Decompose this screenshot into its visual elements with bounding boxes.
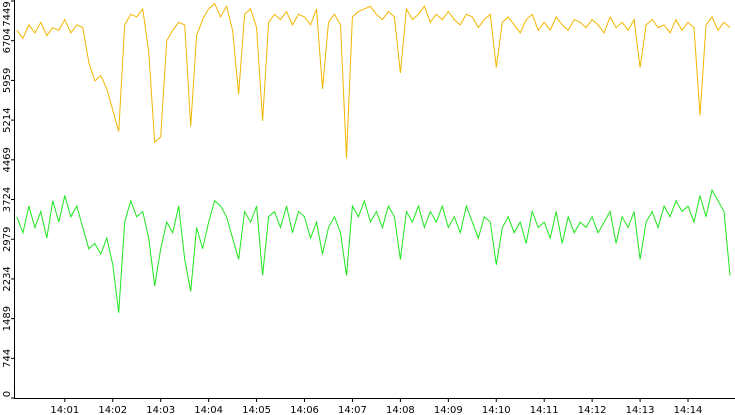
y-tick-label: 744 <box>2 349 13 368</box>
y-tick-label: 5214 <box>2 107 13 132</box>
x-tick-label: 14:12 <box>578 405 607 415</box>
x-tick-label: 14:06 <box>290 405 319 415</box>
data-line <box>16 2 731 159</box>
y-tick-label: 4469 <box>2 147 13 172</box>
x-tick-label: 14:07 <box>338 405 367 415</box>
y-tick-label: 0 <box>2 391 13 397</box>
y-tick-label: 7449 <box>2 1 13 26</box>
y-tick-label: 2234 <box>2 266 13 291</box>
x-tick-label: 14:05 <box>242 405 271 415</box>
y-tick-label: 5959 <box>2 68 13 93</box>
x-tick-label: 14:03 <box>146 405 175 415</box>
x-tick-label: 14:04 <box>194 405 223 415</box>
x-tick-label: 14:10 <box>482 405 511 415</box>
x-tick-label: 14:02 <box>98 405 127 415</box>
y-tick-label: 1489 <box>2 306 13 331</box>
x-tick-label: 14:01 <box>50 405 79 415</box>
data-line <box>16 188 731 313</box>
x-tick-label: 14:14 <box>674 405 703 415</box>
y-tick-label: 3724 <box>2 187 13 212</box>
x-tick-label: 14:13 <box>626 405 655 415</box>
y-tick-label: 6704 <box>2 28 13 53</box>
x-tick-label: 14:09 <box>434 405 463 415</box>
x-tick-label: 14:11 <box>530 405 559 415</box>
y-tick-label: 2979 <box>2 227 13 252</box>
x-tick-label: 14:08 <box>386 405 415 415</box>
